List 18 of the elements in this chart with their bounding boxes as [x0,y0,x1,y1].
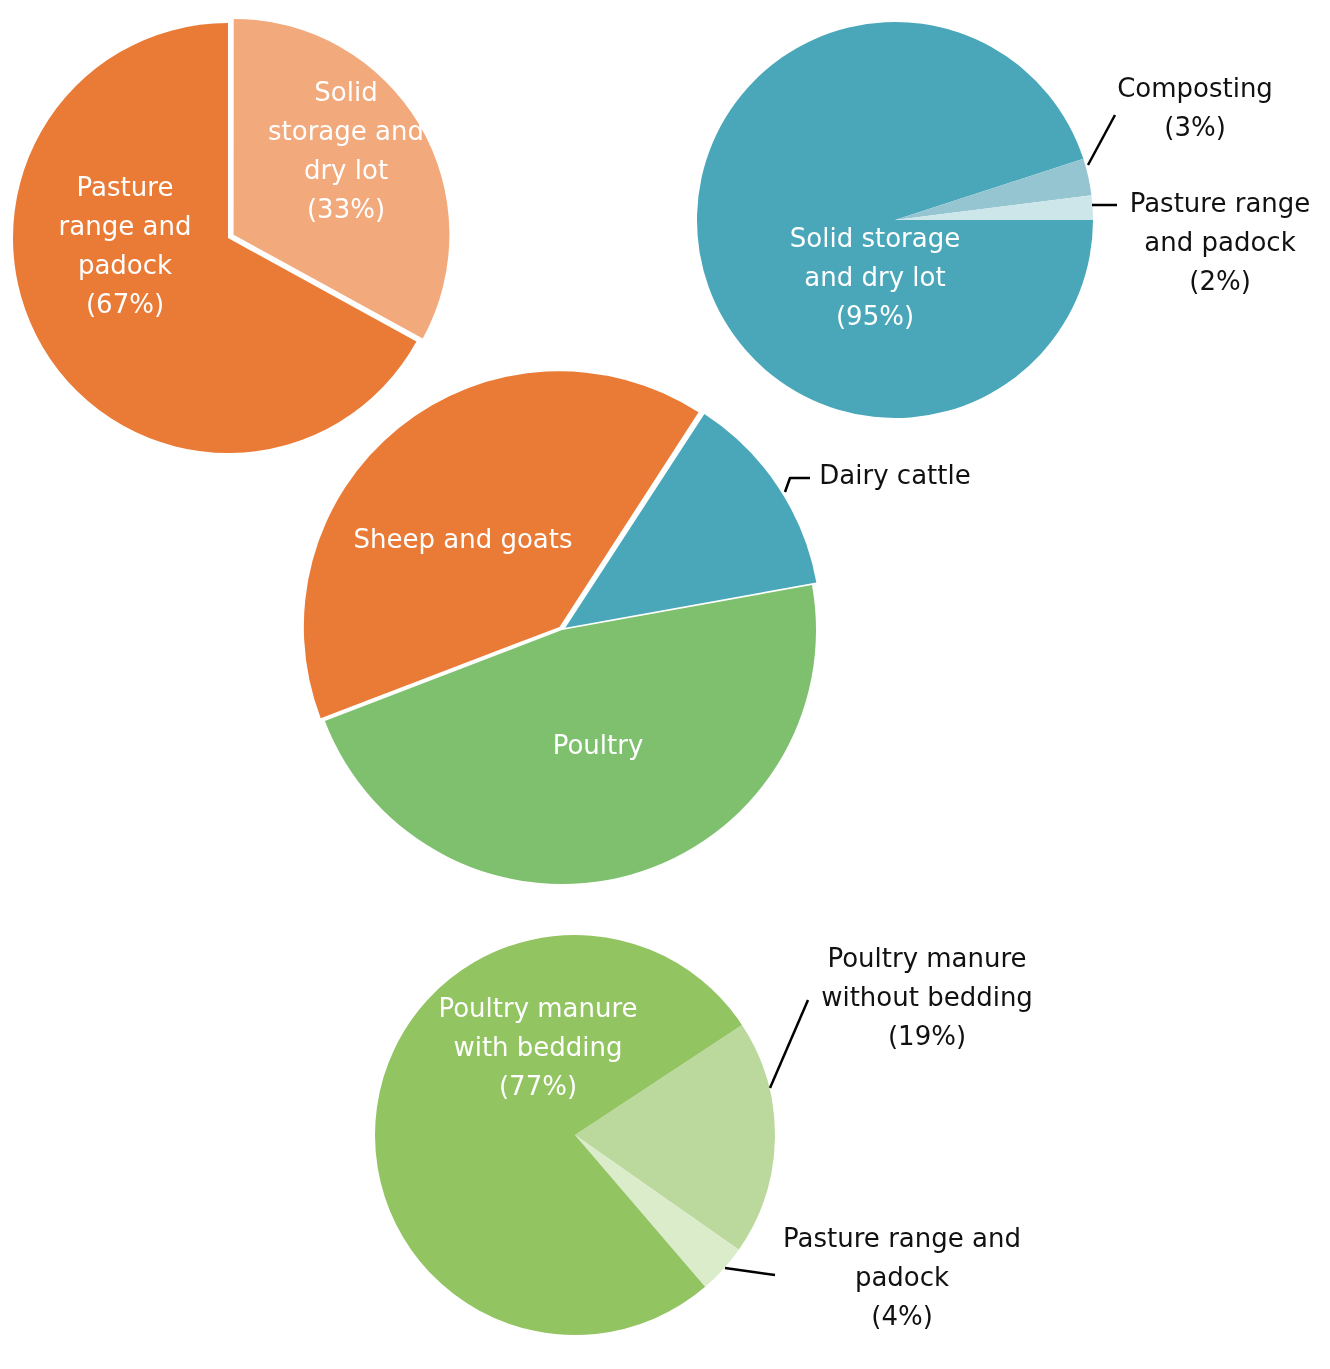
data-label: (95%) [835,301,915,332]
data-label: (77%) [498,1071,578,1102]
data-label: (4%) [871,1301,933,1332]
slice-label: Solid storage and dry lot [789,223,961,293]
slice-label: Pasture range and padock [783,1223,1021,1293]
data-label: (33%) [306,193,386,224]
data-label: (3%) [1164,111,1226,142]
data-label: (19%) [887,1021,967,1052]
slice-label: Sheep and goats [353,524,573,555]
slice-label: Poultry manure without bedding [821,943,1033,1013]
data-label: (2%) [1189,266,1251,297]
data-label: (67%) [85,288,165,319]
slice-label: Composting [1117,72,1273,103]
slice-label: Pasture range and padock [1129,188,1311,258]
slice-label: Poultry manure with bedding [438,993,638,1063]
slice-label: Poultry [552,730,644,761]
slice-label: Dairy cattle [819,460,971,491]
slice-label: Pasture range and padock [58,171,192,280]
